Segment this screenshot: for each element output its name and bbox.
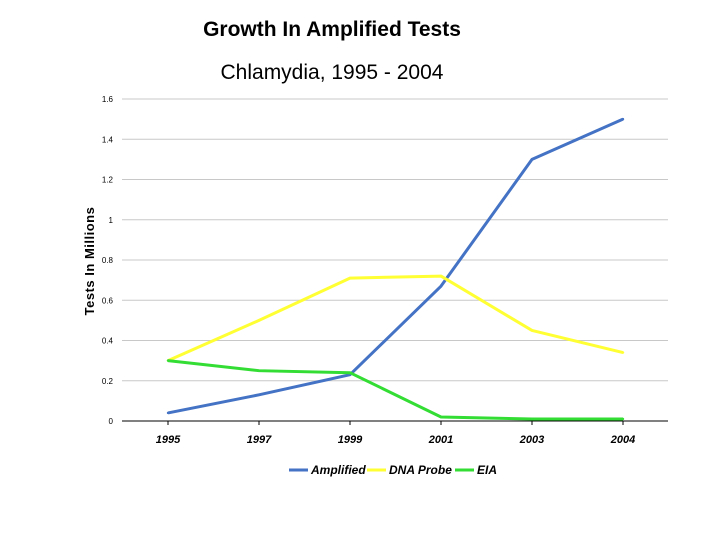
y-tick-label: 0.4: [102, 337, 114, 346]
legend: Amplified DNA Probe EIA: [289, 463, 497, 477]
data-point: [439, 415, 443, 419]
data-point: [166, 411, 170, 415]
gridlines: [122, 98, 668, 422]
chart-title: Growth In Amplified Tests: [203, 18, 461, 41]
data-point: [530, 158, 534, 161]
x-axis-ticks: 1995 1997 1999 2001 2003 2004: [156, 421, 635, 446]
series-line-dna-probe: [167, 274, 624, 362]
legend-label: DNA Probe: [389, 463, 452, 477]
data-point: [621, 117, 625, 121]
data-point: [166, 359, 170, 362]
data-point: [257, 369, 261, 372]
x-tick-label: 2001: [428, 434, 453, 446]
series-line-eia: [167, 359, 623, 421]
data-point: [439, 274, 443, 278]
data-point: [257, 393, 261, 397]
series-lines: [166, 117, 625, 421]
y-tick-label: 0.2: [102, 377, 114, 386]
data-point: [439, 284, 443, 288]
data-point: [621, 417, 625, 421]
data-point: [530, 329, 534, 332]
data-point: [530, 417, 534, 421]
y-tick-label: 1.6: [102, 95, 114, 104]
data-point: [621, 351, 625, 354]
y-tick-label: 1.2: [102, 176, 114, 185]
y-axis-ticks: 0 0.2 0.4 0.6 0.8 1 1.2 1.4 1.6: [102, 95, 114, 426]
series-line-amplified: [167, 117, 624, 415]
legend-label: EIA: [477, 463, 497, 477]
y-tick-label: 1.4: [102, 135, 114, 144]
y-axis-label: Tests In Millions: [82, 207, 97, 316]
x-tick-label: 1995: [156, 434, 181, 446]
data-point: [348, 371, 352, 374]
legend-label: Amplified: [310, 463, 366, 477]
x-tick-label: 2004: [610, 434, 635, 446]
data-point: [257, 319, 261, 322]
chart-subtitle: Chlamydia, 1995 - 2004: [220, 61, 444, 84]
data-point: [348, 276, 352, 280]
x-tick-label: 1999: [338, 434, 363, 446]
y-tick-label: 1: [109, 216, 114, 225]
x-tick-label: 1997: [247, 434, 272, 446]
y-tick-label: 0.6: [102, 296, 114, 305]
y-tick-label: 0: [109, 417, 114, 426]
y-tick-label: 0.8: [102, 256, 114, 265]
x-tick-label: 2003: [519, 434, 544, 446]
